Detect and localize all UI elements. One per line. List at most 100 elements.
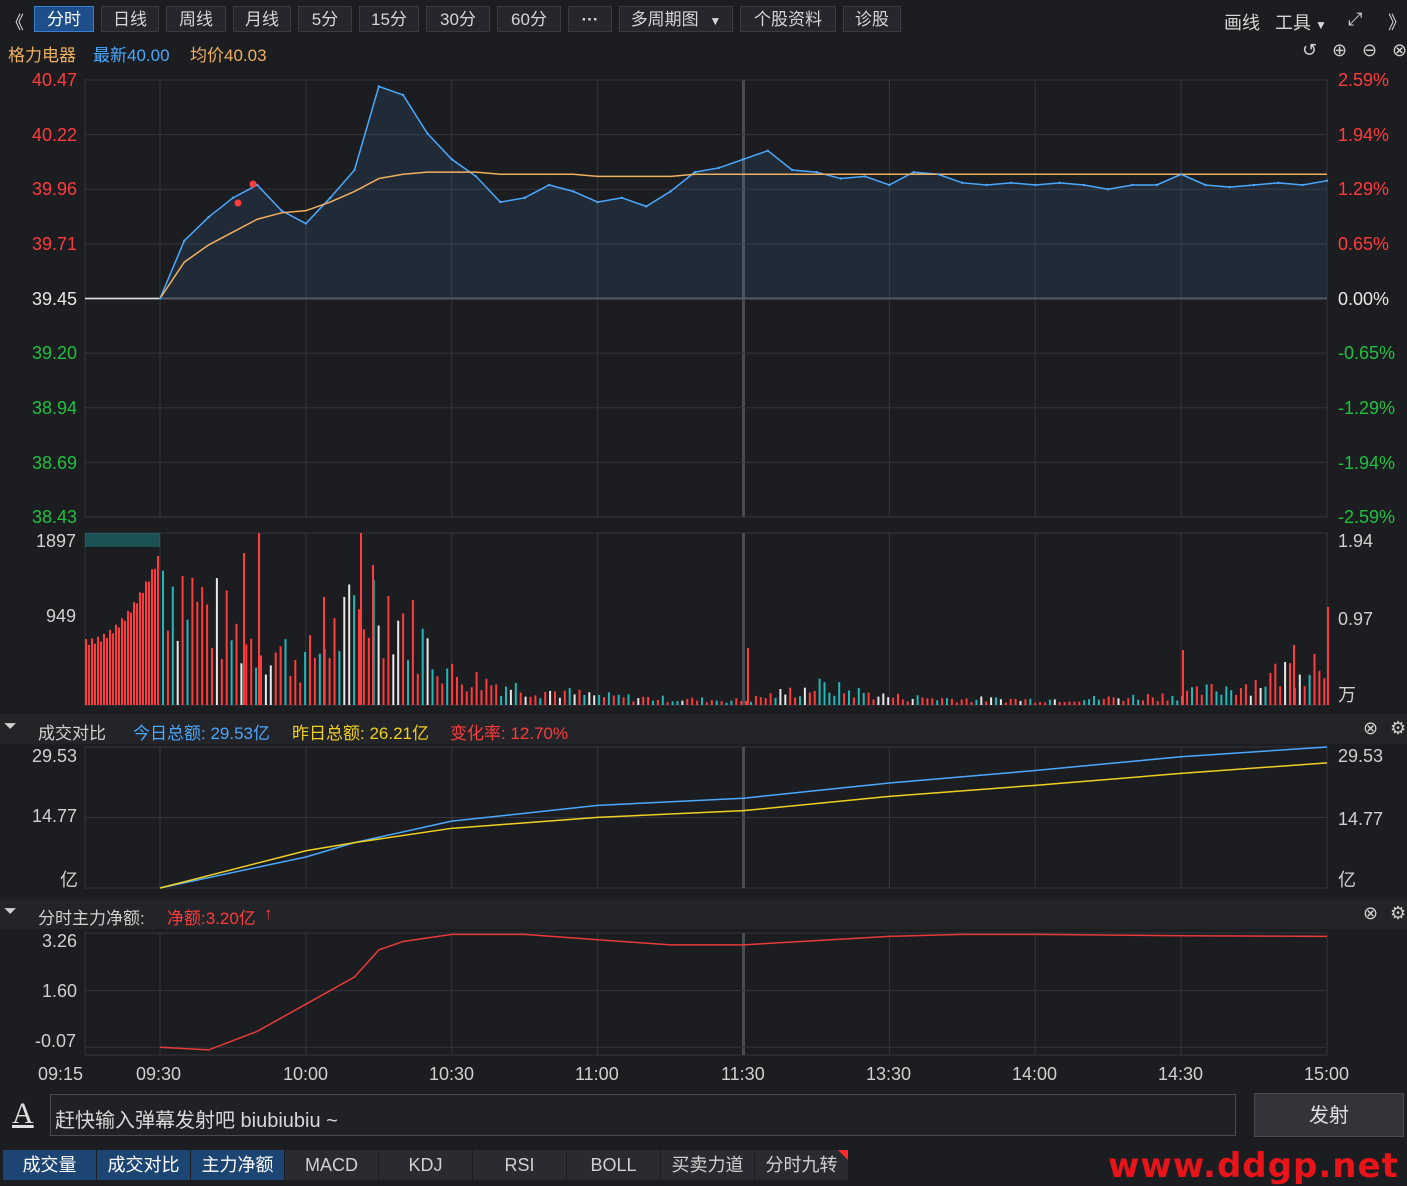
tab-boll[interactable]: BOLL [567, 1150, 661, 1180]
volume-bar [960, 699, 963, 705]
price-point [256, 183, 259, 187]
price-point [183, 239, 186, 242]
auction-bar [85, 639, 87, 705]
price-point [888, 183, 891, 187]
auction-bar [121, 618, 123, 705]
volume-bar [1191, 687, 1193, 705]
price-point [572, 190, 575, 193]
auction-bar [118, 627, 120, 705]
tab-volume[interactable]: 成交量 [3, 1150, 97, 1180]
volume-bar [211, 648, 213, 705]
volume-bar [480, 690, 483, 705]
zoom-in-icon[interactable]: ⊕ [1332, 40, 1348, 60]
tab-30min[interactable]: 30分 [426, 6, 490, 32]
auction-bar [127, 610, 129, 705]
time-tick: 14:00 [1012, 1064, 1058, 1084]
volume-bar [554, 691, 556, 705]
tab-turnover-compare[interactable]: 成交对比 [97, 1150, 191, 1180]
net-tick: 3.26 [42, 931, 78, 951]
tab-weekly[interactable]: 周线 [166, 6, 226, 32]
volume-bar [279, 646, 282, 705]
volume-bar [269, 665, 272, 705]
expand-icon[interactable]: ⤢ [1348, 9, 1363, 29]
tab-main-net[interactable]: 主力净额 [191, 1150, 285, 1180]
volume-bar [1279, 686, 1282, 705]
stock-profile-button[interactable]: 个股资料 [740, 6, 836, 32]
gear-icon[interactable]: ⚙ [1390, 903, 1407, 923]
tab-daily[interactable]: 日线 [101, 6, 159, 32]
volume-bar [313, 657, 316, 705]
danmu-input[interactable]: 赶快输入弹幕发射吧 biubiubiu ~ [50, 1094, 1236, 1136]
send-button[interactable]: 发射 [1254, 1093, 1404, 1137]
volume-bar [705, 702, 708, 705]
close-icon[interactable]: ⊗ [1363, 903, 1379, 923]
time-tick: 09:30 [136, 1064, 182, 1084]
draw-line-button[interactable]: 画线 [1224, 13, 1260, 33]
undo-icon[interactable]: ↺ [1302, 40, 1318, 60]
volume-bar [769, 693, 772, 705]
close-icon[interactable]: ⊗ [1363, 718, 1379, 738]
volume-bar [789, 687, 792, 705]
auction-bar [157, 556, 159, 705]
volume-bar [916, 695, 919, 705]
tab-macd[interactable]: MACD [285, 1150, 379, 1180]
volume-bar [529, 696, 532, 705]
more-periods-button[interactable]: ··· [568, 6, 612, 32]
net-tick: -0.07 [35, 1031, 77, 1051]
tab-intraday[interactable]: 分时 [34, 6, 94, 32]
volume-bar [848, 690, 850, 705]
double-chevron-right-icon[interactable]: 》 [1388, 13, 1406, 33]
gear-icon[interactable]: ⚙ [1390, 718, 1407, 738]
close-icon[interactable]: ⊗ [1392, 40, 1407, 60]
auction-bar [130, 612, 132, 705]
volume-spike [243, 553, 245, 705]
diagnose-button[interactable]: 诊股 [843, 6, 901, 32]
volume-bar [235, 623, 238, 705]
volume-bar [911, 698, 914, 705]
tab-60min[interactable]: 60分 [497, 6, 561, 32]
price-point [1155, 183, 1159, 187]
text-style-icon[interactable]: A [12, 1097, 34, 1130]
price-point [863, 175, 867, 178]
volume-bar [358, 609, 360, 705]
price-point [474, 175, 478, 178]
tab-5min[interactable]: 5分 [298, 6, 352, 32]
volume-bar [936, 700, 939, 705]
zoom-out-icon[interactable]: ⊖ [1362, 40, 1378, 60]
auction-bar [91, 638, 93, 705]
time-tick: 11:30 [721, 1064, 765, 1084]
volume-bar [931, 698, 934, 705]
volume-bar [872, 699, 875, 705]
volume-bar [1102, 698, 1105, 705]
tools-dropdown[interactable]: 工具 ▼ [1275, 9, 1327, 35]
volume-bar [181, 575, 184, 705]
price-point [1131, 183, 1134, 187]
tab-nine-turn[interactable]: 分时九转 [755, 1150, 849, 1180]
volume-bar [671, 701, 674, 705]
tab-buy-sell-force[interactable]: 买卖力道 [661, 1150, 755, 1180]
auction-bar [142, 593, 144, 705]
auction-bar [139, 592, 141, 705]
multi-period-dropdown[interactable]: 多周期图 ▼ [619, 6, 733, 32]
today-total: 今日总额: 29.53亿 [133, 724, 270, 743]
price-point [1204, 183, 1207, 187]
volume-bar [1097, 699, 1100, 705]
volume-spike [258, 533, 260, 705]
auction-bar [145, 581, 147, 705]
volume-bar [573, 694, 576, 705]
collapse-chevron-icon[interactable]: ⏷ [4, 718, 17, 735]
tab-rsi[interactable]: RSI [473, 1150, 567, 1180]
volume-bar [509, 689, 512, 705]
new-corner-badge-icon [838, 1150, 848, 1160]
volume-bar [696, 700, 699, 705]
tab-kdj[interactable]: KDJ [379, 1150, 473, 1180]
tab-15min[interactable]: 15分 [359, 6, 419, 32]
percent-tick: 0.00% [1338, 289, 1390, 309]
collapse-chevron-icon[interactable]: ⏷ [4, 903, 17, 920]
double-chevron-left-icon[interactable]: 《 [6, 13, 24, 33]
volume-bar [1014, 698, 1017, 705]
price-point [1106, 188, 1110, 191]
volume-bar [1029, 698, 1032, 705]
tab-monthly[interactable]: 月线 [233, 6, 291, 32]
volume-spike [323, 597, 325, 705]
